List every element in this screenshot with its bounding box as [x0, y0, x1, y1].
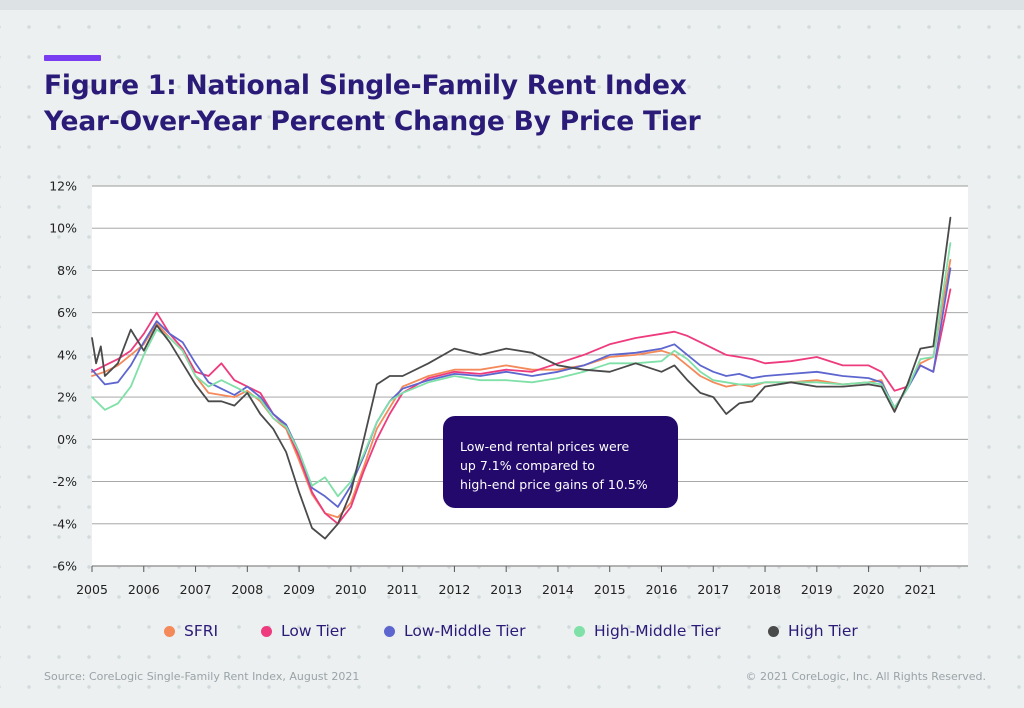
x-tick-label: 2014	[542, 582, 574, 597]
top-strip	[0, 0, 1024, 10]
y-tick-label: 0%	[57, 432, 77, 447]
y-tick-label: 12%	[49, 179, 77, 194]
legend-label: High-Middle Tier	[594, 622, 721, 640]
grid-lines	[92, 185, 968, 567]
x-tick-label: 2006	[128, 582, 160, 597]
x-tick-label: 2005	[76, 582, 108, 597]
callout-box: Low-end rental prices were up 7.1% compa…	[443, 416, 678, 508]
x-tick-label: 2021	[904, 582, 936, 597]
title-line-1: Figure 1: National Single-Family Rent In…	[44, 70, 687, 101]
legend-dot	[574, 625, 585, 637]
legend-dot	[384, 625, 395, 637]
accent-bar	[44, 55, 101, 61]
legend-dot	[261, 625, 272, 637]
x-tick-label: 2015	[594, 582, 626, 597]
y-axis: 12% 10% 8% 6% 4% 2% 0% -2% -4% -6%	[49, 179, 77, 574]
x-tick-label: 2009	[283, 582, 315, 597]
x-tick-label: 2019	[801, 582, 833, 597]
x-tick-label: 2016	[646, 582, 678, 597]
y-tick-label: 2%	[57, 390, 77, 405]
series-line-high-middle-tier	[91, 242, 952, 498]
legend-label: Low Tier	[281, 622, 346, 640]
y-tick-label: 10%	[49, 221, 77, 236]
x-tick-label: 2012	[439, 582, 471, 597]
callout-line-2: up 7.1% compared to	[460, 458, 595, 473]
legend-item-low-middle-tier: Low-Middle Tier	[384, 622, 525, 640]
legend-dot	[768, 625, 779, 637]
y-tick-label: 8%	[57, 263, 77, 278]
x-tick-label: 2017	[697, 582, 729, 597]
legend-label: Low-Middle Tier	[404, 622, 526, 640]
source-note: Source: CoreLogic Single-Family Rent Ind…	[44, 670, 360, 683]
legend-dot	[164, 625, 175, 637]
legend-item-high-middle-tier: High-Middle Tier	[574, 622, 721, 640]
legend-item-sfri: SFRI	[164, 622, 218, 640]
x-tick-label: 2008	[231, 582, 263, 597]
y-tick-label: -6%	[53, 559, 77, 574]
legend: SFRI Low Tier Low-Middle Tier High-Middl…	[0, 622, 1024, 646]
y-tick-label: 6%	[57, 305, 77, 320]
legend-label: SFRI	[184, 622, 219, 640]
x-tick-label: 2007	[180, 582, 212, 597]
copyright-note: © 2021 CoreLogic, Inc. All Rights Reserv…	[745, 670, 986, 683]
legend-item-high-tier: High Tier	[768, 622, 858, 640]
x-tick-label: 2020	[853, 582, 885, 597]
y-tick-label: 4%	[57, 347, 77, 362]
legend-label: High Tier	[788, 622, 858, 640]
series-line-high-tier	[91, 216, 952, 540]
series-line-low-middle-tier	[91, 267, 952, 508]
series-lines	[91, 216, 952, 540]
figure-title: Figure 1: National Single-Family Rent In…	[44, 68, 701, 140]
title-line-2: Year-Over-Year Percent Change By Price T…	[44, 106, 701, 137]
y-tick-label: -4%	[53, 516, 77, 531]
callout-line-1: Low-end rental prices were	[460, 439, 630, 454]
x-axis: 2005 2006 2007 2008 2009 2010 2011 2012 2013 2014…	[76, 566, 936, 597]
x-tick-label: 2018	[749, 582, 781, 597]
legend-item-low-tier: Low Tier	[261, 622, 346, 640]
callout-line-3: high-end price gains of 10.5%	[460, 477, 648, 492]
y-tick-label: -2%	[53, 474, 77, 489]
x-tick-label: 2011	[387, 582, 419, 597]
x-tick-label: 2013	[490, 582, 522, 597]
x-tick-label: 2010	[335, 582, 367, 597]
